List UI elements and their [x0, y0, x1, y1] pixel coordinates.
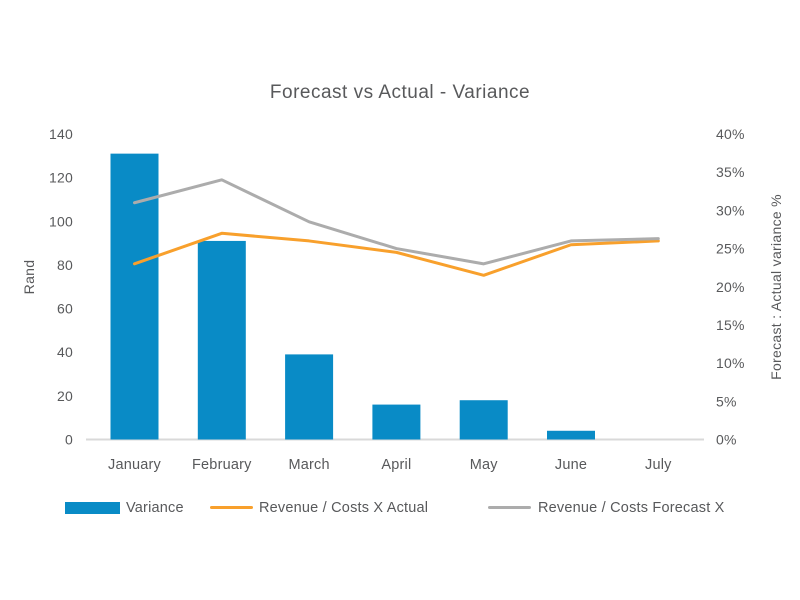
right-axis-tick: 15% [716, 317, 745, 333]
left-axis-tick: 120 [49, 170, 73, 186]
variance-bar-february [197, 240, 246, 440]
right-axis-title: Forecast : Actual variance % [768, 194, 784, 380]
x-axis-label: May [470, 457, 499, 473]
variance-bar-may [459, 400, 508, 440]
right-axis-tick: 0% [716, 432, 737, 448]
right-axis-tick: 35% [716, 164, 745, 180]
right-axis-tick: 30% [716, 202, 745, 218]
left-axis-tick: 40 [57, 344, 73, 360]
x-axis-label: July [645, 457, 672, 473]
variance-bar-april [372, 404, 421, 440]
x-axis-label: January [108, 457, 162, 473]
chart-title: Forecast vs Actual - Variance [269, 82, 531, 103]
left-axis-tick: 0 [65, 432, 73, 448]
left-axis-tick: 20 [57, 388, 73, 404]
right-axis-tick: 5% [716, 393, 737, 409]
right-axis-tick: 20% [716, 279, 745, 295]
x-axis-label: June [555, 457, 587, 473]
x-axis-label: March [288, 457, 329, 473]
left-axis-tick: 100 [49, 213, 73, 229]
x-axis-label: February [192, 457, 252, 473]
right-axis-tick: 25% [716, 241, 745, 257]
variance-bar-january [110, 153, 159, 440]
variance-bar-march [285, 354, 334, 440]
right-axis-tick: 10% [716, 355, 745, 371]
left-axis-title: Rand [21, 259, 37, 295]
actual-line [133, 231, 660, 277]
left-axis-tick: 80 [57, 257, 73, 273]
left-axis-tick: 60 [57, 301, 73, 317]
variance-bar-june [547, 430, 595, 440]
left-axis-tick: 140 [49, 126, 73, 142]
right-axis-tick: 40% [716, 126, 745, 142]
forecast-line [133, 178, 660, 266]
x-axis-label: April [381, 457, 411, 473]
